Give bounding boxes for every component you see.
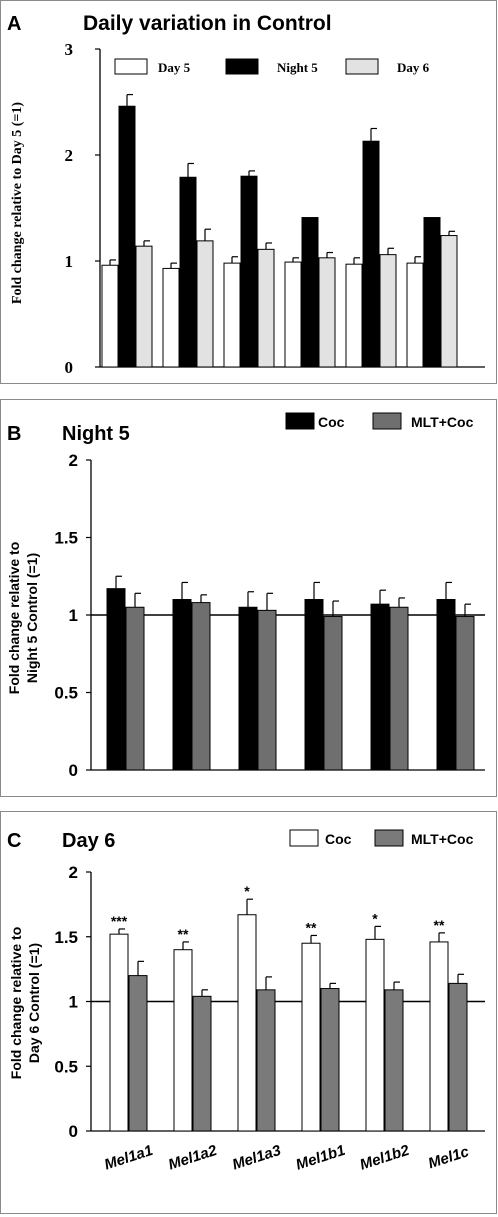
- bar-coc: [436, 599, 456, 771]
- bar-mlt-coc: [257, 609, 277, 771]
- bar-mlt-coc: [320, 988, 340, 1132]
- bar-night-5: [240, 175, 258, 368]
- significance-mark: **: [306, 919, 317, 935]
- bar-day-6: [135, 245, 153, 368]
- bar-day-5: [345, 263, 363, 368]
- bar-day-6: [257, 248, 275, 368]
- chart-daily-variation: A Daily variation in Control Fold change r…: [7, 12, 485, 377]
- bar-coc: [238, 606, 258, 771]
- bar-day-5: [162, 267, 180, 368]
- y-tick-label: 1.5: [54, 529, 78, 548]
- panel-b: B Night 5 Fold change relative to Night 5 C…: [0, 399, 497, 797]
- y-tick-label: 0: [69, 1122, 78, 1141]
- chart-title: Day 6: [62, 830, 115, 852]
- category-label: Mel1b1: [294, 1142, 348, 1174]
- legend-swatch: [289, 829, 319, 847]
- bar-mlt-coc: [448, 982, 468, 1132]
- y-axis-label: Day 6 Control (=1): [26, 943, 42, 1063]
- legend-label: MLT+Coc: [411, 414, 474, 430]
- bar-coc: [172, 599, 192, 771]
- bar-day-6: [196, 240, 214, 368]
- panel-letter: C: [7, 830, 21, 852]
- category-label: Mel1a3: [230, 1142, 283, 1174]
- bar-day-6: [440, 235, 458, 368]
- bar-mlt-coc: [192, 995, 212, 1132]
- legend-label: Coc: [318, 414, 345, 430]
- legend-swatch: [374, 829, 404, 847]
- bar-mlt-coc: [455, 616, 475, 771]
- bar-day-5: [101, 264, 119, 368]
- y-tick-label: 2: [65, 146, 74, 165]
- bar-coc: [173, 949, 193, 1132]
- y-tick-label: 0.5: [54, 1057, 78, 1076]
- y-tick-label: 3: [65, 40, 74, 59]
- bar-coc: [106, 588, 126, 771]
- category-label: Mel1a2: [166, 1142, 219, 1174]
- bar-coc: [365, 938, 385, 1132]
- bar-coc: [301, 942, 321, 1132]
- panel-letter: B: [7, 423, 21, 445]
- category-label: Mel1b2: [358, 1142, 412, 1174]
- bar-night-5: [179, 176, 197, 368]
- bar-mlt-coc: [389, 606, 409, 771]
- bar-night-5: [362, 140, 380, 368]
- legend-swatch: [114, 58, 148, 75]
- y-axis-label: Fold change relative to: [8, 927, 24, 1079]
- y-tick-label: 1.5: [54, 928, 78, 947]
- category-label: Mel1c: [426, 1143, 472, 1172]
- bar-coc: [370, 603, 390, 771]
- bar-day-6: [379, 254, 397, 368]
- significance-mark: **: [178, 926, 189, 942]
- bar-day-5: [406, 262, 424, 368]
- bar-mlt-coc: [384, 989, 404, 1132]
- chart-title: Night 5: [62, 423, 130, 445]
- y-tick-label: 0.5: [54, 684, 78, 703]
- y-tick-label: 0: [65, 358, 74, 377]
- significance-mark: **: [434, 917, 445, 933]
- chart-title: Daily variation in Control: [83, 12, 332, 35]
- chart-day-6: C Day 6 Fold change relative to Day 6 Contr…: [7, 829, 485, 1174]
- bar-mlt-coc: [125, 606, 145, 771]
- legend-label: Day 6: [397, 60, 430, 75]
- bar-day-6: [318, 257, 336, 368]
- category-label: Mel1a1: [102, 1142, 155, 1174]
- bar-mlt-coc: [256, 989, 276, 1132]
- bar-mlt-coc: [323, 616, 343, 771]
- y-tick-label: 1: [65, 252, 74, 271]
- y-axis-label: Fold change relative to: [6, 542, 22, 694]
- bar-day-5: [223, 262, 241, 368]
- y-tick-label: 2: [69, 863, 78, 882]
- legend-label: Night 5: [277, 60, 318, 75]
- legend-swatch: [345, 58, 379, 75]
- y-tick-label: 1: [69, 606, 78, 625]
- panel-a: A Daily variation in Control Fold change r…: [0, 0, 497, 384]
- y-tick-label: 1: [69, 993, 78, 1012]
- bar-coc: [237, 914, 257, 1132]
- significance-mark: *: [244, 883, 250, 899]
- y-tick-label: 2: [69, 451, 78, 470]
- bar-night-5: [423, 217, 441, 368]
- bar-coc: [109, 933, 129, 1132]
- bar-night-5: [118, 105, 136, 368]
- legend-swatch: [225, 58, 259, 75]
- y-axis-label: Fold change relative to Day 5 (=1): [10, 102, 25, 304]
- bar-coc: [429, 941, 449, 1132]
- legend-swatch: [372, 412, 402, 430]
- bar-day-5: [284, 261, 302, 368]
- significance-mark: *: [372, 910, 378, 926]
- legend-label: MLT+Coc: [411, 831, 474, 847]
- legend-label: Day 5: [158, 60, 191, 75]
- y-tick-label: 0: [69, 761, 78, 780]
- panel-letter: A: [7, 13, 21, 35]
- chart-night-5: B Night 5 Fold change relative to Night 5 C…: [6, 412, 485, 780]
- legend-label: Coc: [325, 831, 352, 847]
- significance-mark: ***: [111, 913, 128, 929]
- legend-swatch: [285, 412, 315, 430]
- bar-night-5: [301, 217, 319, 368]
- y-axis-label: Night 5 Control (=1): [24, 553, 40, 683]
- bar-mlt-coc: [191, 602, 211, 771]
- bar-mlt-coc: [128, 975, 148, 1132]
- bar-coc: [304, 599, 324, 771]
- panel-c: C Day 6 Fold change relative to Day 6 Contr…: [0, 811, 497, 1214]
